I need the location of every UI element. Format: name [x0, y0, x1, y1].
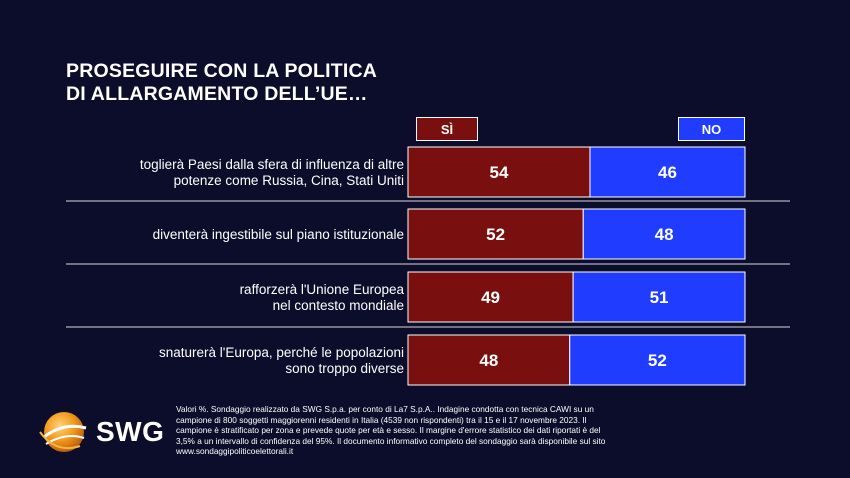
legend-no: NO: [678, 117, 745, 141]
swg-globe-icon: [39, 412, 87, 452]
bar-no: [569, 334, 746, 386]
category-label: sono troppo diverse: [285, 361, 404, 376]
category-label: toglierà Paesi dalla sfera di influenza …: [140, 157, 404, 172]
methodology-note: Valori %. Sondaggio realizzato da SWG S.…: [176, 404, 748, 457]
category-label: potenze come Russia, Cina, Stati Uniti: [174, 173, 404, 188]
bar-si-value: 49: [481, 288, 500, 307]
footer-line: campione è stratificato per zona e preve…: [176, 425, 601, 436]
chart-title-line: DI ALLARGAMENTO DELL’UE…: [66, 83, 368, 105]
bar-si-value: 54: [490, 163, 509, 182]
category-label: rafforzerà l'Unione Europea: [240, 282, 405, 297]
bar-no-value: 51: [650, 288, 669, 307]
bar-no: [582, 208, 746, 260]
category-label: diventerà ingestibile sul piano istituzi…: [153, 227, 404, 242]
footer-line: www.sondaggipoliticoelettorali.it: [176, 446, 294, 457]
bar-no: [572, 271, 746, 323]
footer-line: 3,5% a un intervallo di confidenza del 9…: [176, 435, 606, 446]
chart-title-line: PROSEGUIRE CON LA POLITICA: [66, 60, 378, 82]
legend-si: SÌ: [416, 117, 478, 141]
footer-line: campione di 800 soggetti maggiorenni res…: [176, 414, 587, 425]
category-label: nel contesto mondiale: [273, 298, 404, 313]
bar-no-value: 52: [648, 351, 667, 370]
swg-logo-text: SWG: [96, 416, 165, 447]
chart-title: PROSEGUIRE CON LA POLITICA DI ALLARGAMEN…: [66, 60, 377, 106]
footer-line: Valori %. Sondaggio realizzato da SWG S.…: [176, 404, 594, 414]
bar-si: [407, 334, 571, 386]
stacked-bar-chart: 54 46 toglierà Paesi dalla sfera di influe…: [66, 146, 790, 386]
bar-si-value: 48: [479, 351, 498, 370]
category-label: snaturerà l'Europa, perché le popolazion…: [159, 345, 404, 360]
bar-si-value: 52: [486, 225, 505, 244]
bar-no: [589, 146, 746, 198]
bar-si: [407, 271, 574, 323]
bar-no-value: 46: [658, 163, 677, 182]
bar-no-value: 48: [655, 225, 674, 244]
